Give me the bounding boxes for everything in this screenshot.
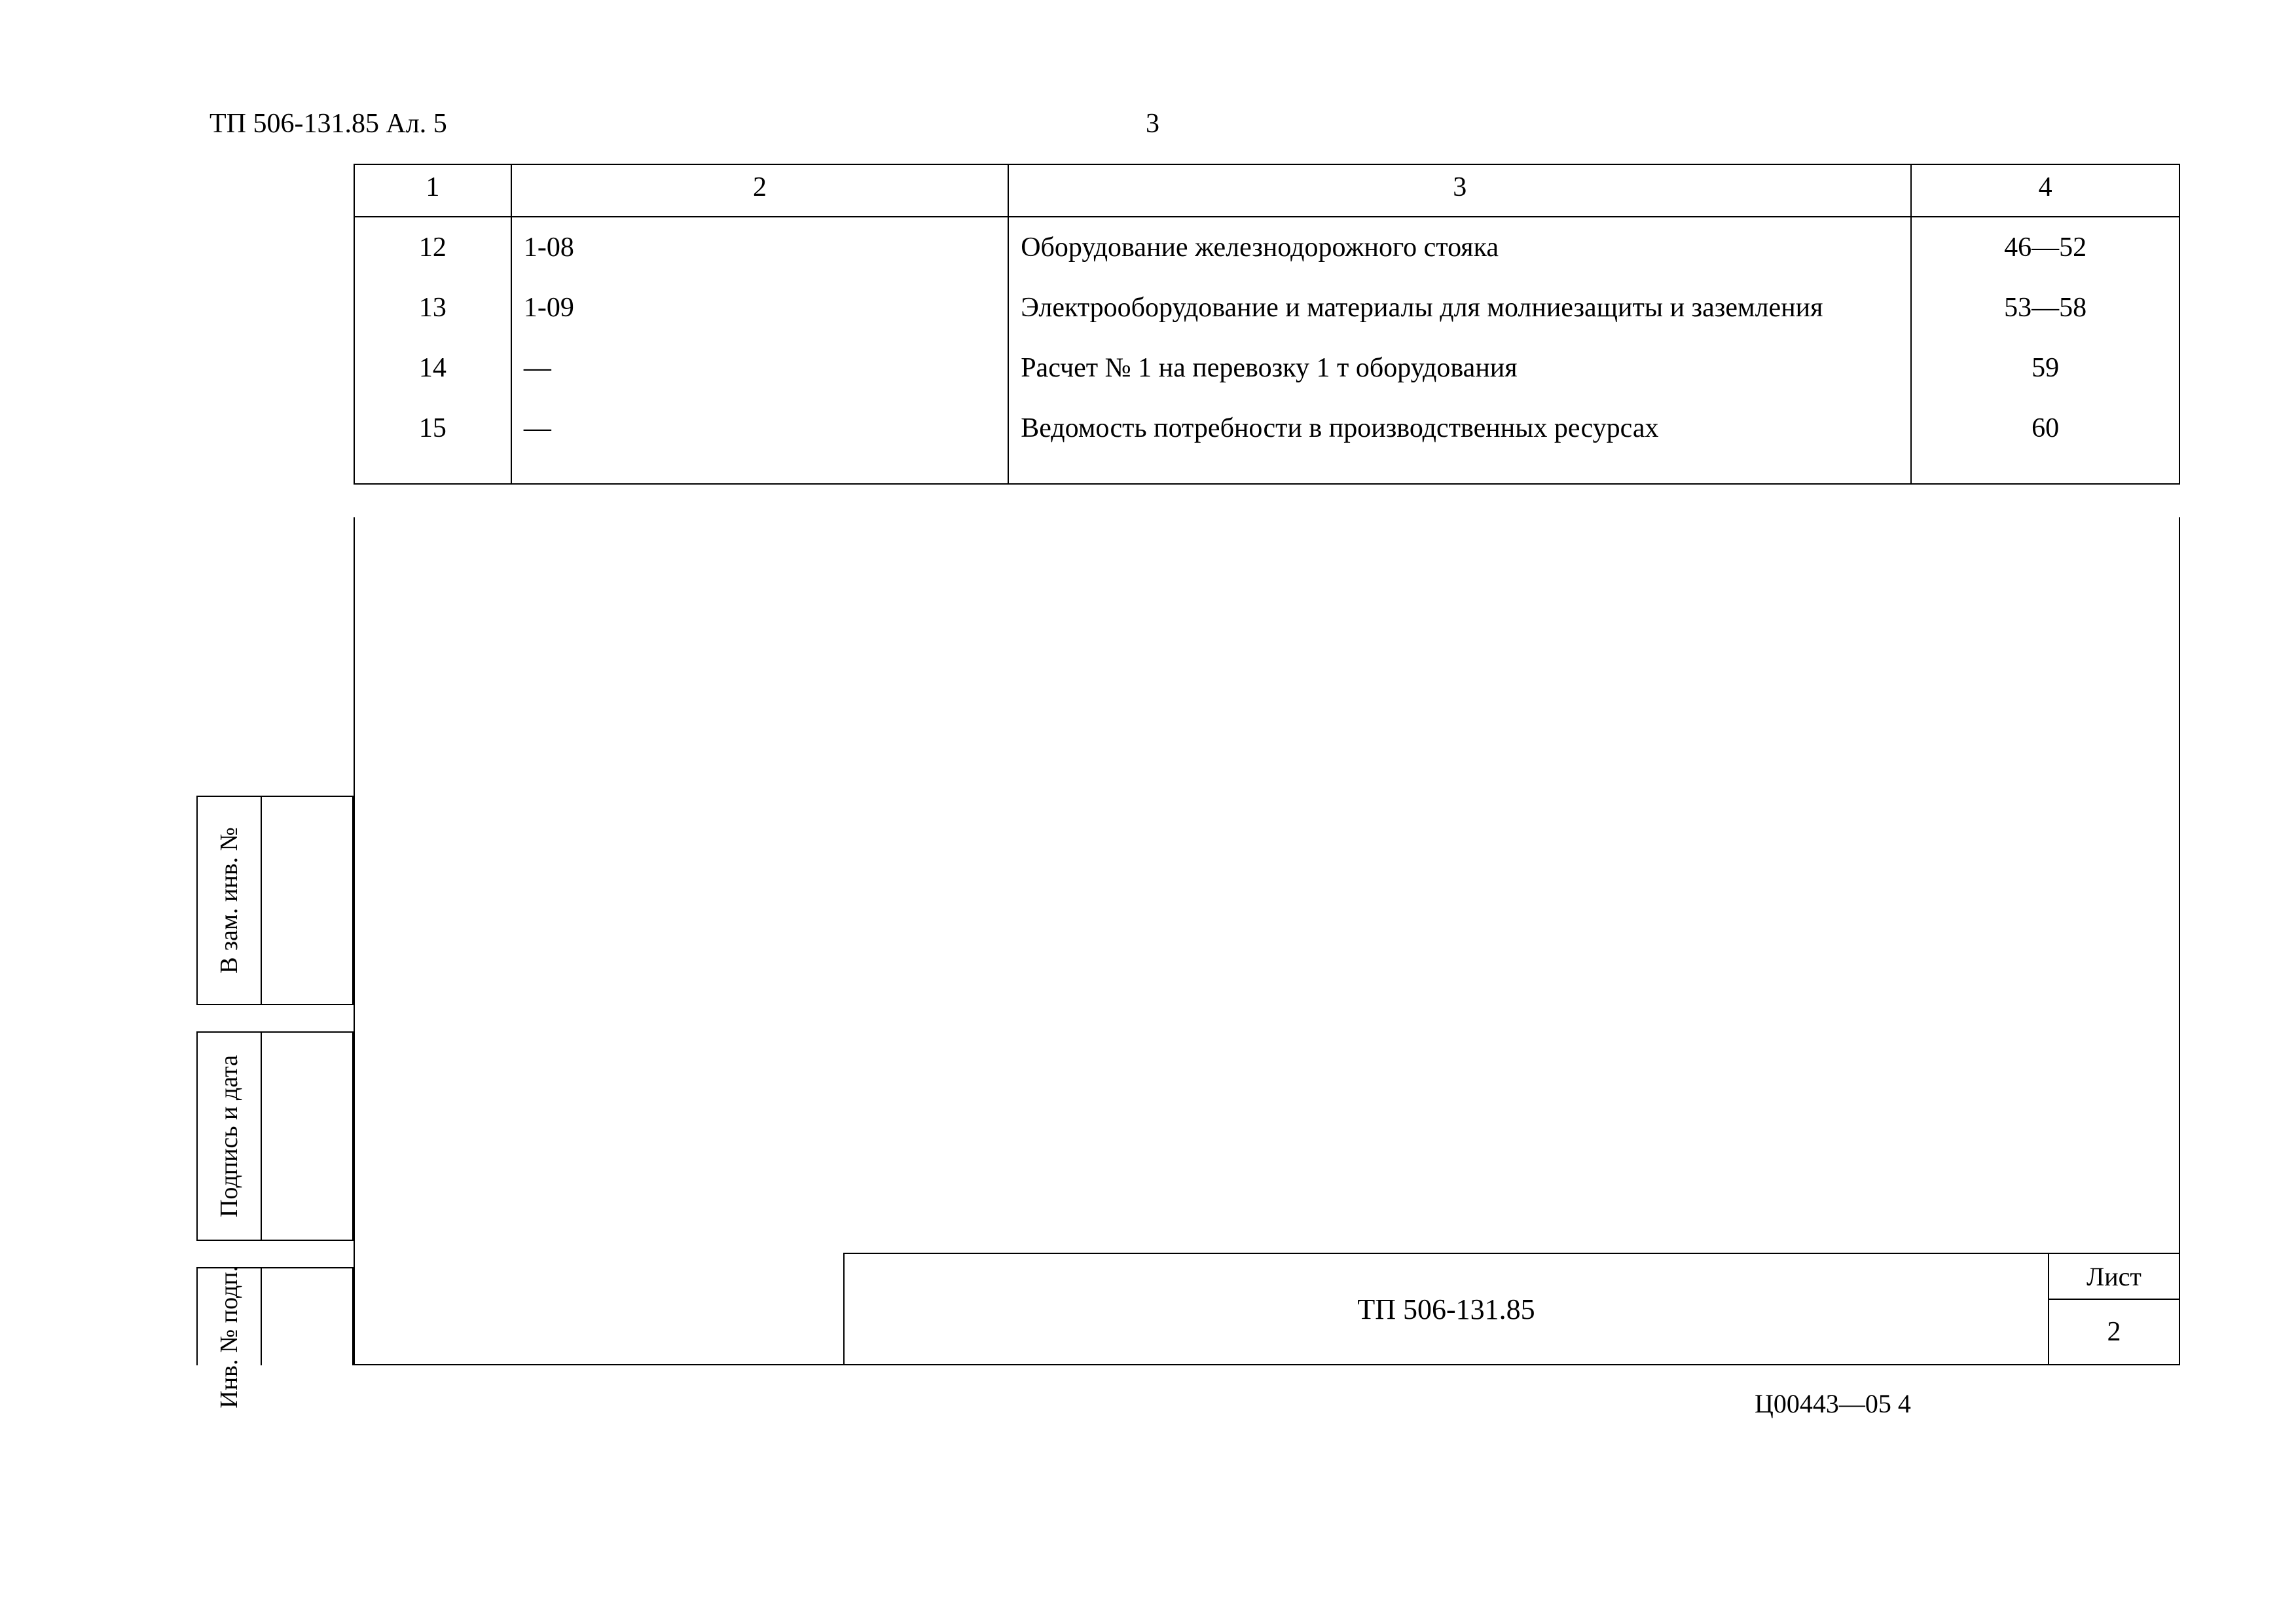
sidebar-box-sign-date: Подпись и дата (196, 1031, 262, 1241)
title-block: ТП 506-131.85 Лист 2 (843, 1253, 2179, 1364)
sidebar-field-inv-podp (262, 1267, 354, 1365)
title-block-doc: ТП 506-131.85 (845, 1254, 2048, 1364)
cell-pages: 46—52 (1911, 217, 2179, 278)
cell-code: 1-09 (511, 278, 1008, 338)
col-header-4: 4 (1911, 164, 2179, 217)
cell-n: 15 (354, 398, 511, 484)
table-row: 13 1-09 Электрооборудование и материалы … (354, 278, 2179, 338)
contents-table: 1 2 3 4 12 1-08 Оборудование железнодоро… (354, 164, 2180, 485)
cell-desc: Оборудование железнодорожного стояка (1008, 217, 1911, 278)
table-row: 14 — Расчет № 1 на перевозку 1 т оборудо… (354, 338, 2179, 398)
cell-code: — (511, 338, 1008, 398)
cell-code: 1-08 (511, 217, 1008, 278)
cell-desc: Электрооборудование и материалы для молн… (1008, 278, 1911, 338)
cell-desc: Ведомость потребности в производственных… (1008, 398, 1911, 484)
col-header-2: 2 (511, 164, 1008, 217)
cell-code: — (511, 398, 1008, 484)
sidebar-box-inv-podp: Инв. № подп. (196, 1267, 262, 1365)
sidebar-field-sign-date (262, 1031, 354, 1241)
table-row: 12 1-08 Оборудование железнодорожного ст… (354, 217, 2179, 278)
cell-n: 14 (354, 338, 511, 398)
cell-desc: Расчет № 1 на перевозку 1 т оборудования (1008, 338, 1911, 398)
header-doc-code: ТП 506-131.85 Ал. 5 (210, 108, 447, 139)
sheet-number: 2 (2049, 1300, 2179, 1364)
cell-pages: 59 (1911, 338, 2179, 398)
col-header-1: 1 (354, 164, 511, 217)
col-header-3: 3 (1008, 164, 1911, 217)
drawing-frame: ТП 506-131.85 Лист 2 (354, 517, 2180, 1365)
title-block-sheet: Лист 2 (2048, 1254, 2179, 1364)
cell-pages: 53—58 (1911, 278, 2179, 338)
table-header-row: 1 2 3 4 (354, 164, 2179, 217)
page: ТП 506-131.85 Ал. 5 3 1 2 3 4 12 1-08 Об… (0, 0, 2296, 1624)
sidebar-box-zam-inv: В зам. инв. № (196, 796, 262, 1005)
sidebar-label: Подпись и дата (215, 1055, 244, 1217)
sheet-label: Лист (2049, 1254, 2179, 1300)
sidebar-label: Инв. № подп. (215, 1266, 244, 1409)
sidebar-field-zam-inv (262, 796, 354, 1005)
cell-pages: 60 (1911, 398, 2179, 484)
cell-n: 13 (354, 278, 511, 338)
sidebar-label: В зам. инв. № (215, 827, 244, 974)
header-page-number: 3 (1146, 108, 1159, 139)
table-row: 15 — Ведомость потребности в производств… (354, 398, 2179, 484)
footer-print-code: Ц00443—05 4 (1755, 1388, 1911, 1419)
cell-n: 12 (354, 217, 511, 278)
